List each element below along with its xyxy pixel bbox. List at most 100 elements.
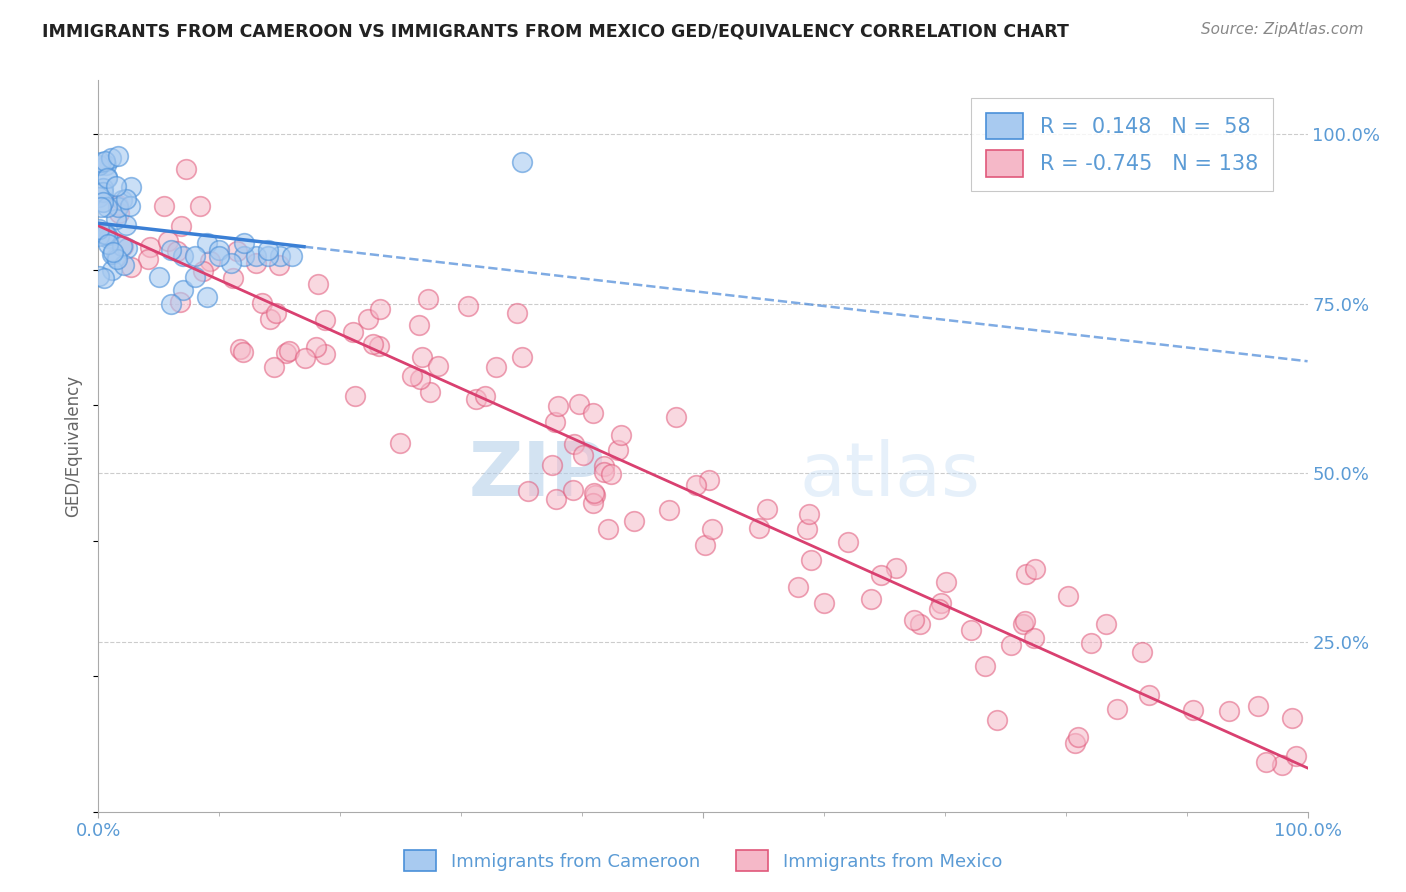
- Point: [935, 574, 957, 589]
- Point: [599, 467, 621, 482]
- Point: [148, 269, 170, 284]
- Point: [408, 318, 430, 332]
- Point: [786, 580, 808, 594]
- Point: [1254, 756, 1277, 770]
- Point: [91, 194, 114, 209]
- Point: [596, 522, 619, 536]
- Point: [693, 538, 716, 552]
- Point: [582, 496, 605, 510]
- Point: [226, 244, 249, 258]
- Point: [294, 351, 316, 366]
- Point: [138, 240, 160, 254]
- Point: [94, 158, 117, 172]
- Point: [813, 597, 835, 611]
- Point: [361, 337, 384, 351]
- Point: [96, 227, 118, 242]
- Point: [160, 243, 183, 257]
- Point: [281, 249, 304, 263]
- Point: [120, 260, 142, 274]
- Point: [1285, 748, 1308, 763]
- Point: [623, 515, 645, 529]
- Point: [1137, 689, 1160, 703]
- Point: [517, 483, 540, 498]
- Point: [1067, 730, 1090, 744]
- Point: [702, 522, 724, 536]
- Point: [136, 252, 159, 266]
- Point: [1015, 566, 1038, 581]
- Point: [108, 206, 131, 220]
- Point: [87, 190, 110, 204]
- Point: [307, 277, 329, 291]
- Point: [105, 252, 128, 267]
- Point: [1218, 704, 1240, 718]
- Point: [910, 616, 932, 631]
- Point: [658, 502, 681, 516]
- Point: [232, 249, 254, 263]
- Point: [1281, 711, 1303, 725]
- Point: [107, 149, 129, 163]
- Point: [250, 296, 273, 310]
- Point: [96, 200, 118, 214]
- Point: [931, 596, 953, 610]
- Point: [105, 178, 128, 193]
- Point: [172, 283, 194, 297]
- Point: [960, 623, 983, 637]
- Point: [607, 442, 630, 457]
- Point: [101, 244, 124, 259]
- Point: [256, 249, 278, 263]
- Point: [474, 389, 496, 403]
- Point: [277, 343, 299, 358]
- Point: [1022, 631, 1045, 645]
- Point: [1000, 638, 1022, 652]
- Point: [1105, 702, 1128, 716]
- Point: [256, 243, 278, 257]
- Text: IMMIGRANTS FROM CAMEROON VS IMMIGRANTS FROM MEXICO GED/EQUIVALENCY CORRELATION C: IMMIGRANTS FROM CAMEROON VS IMMIGRANTS F…: [42, 22, 1069, 40]
- Point: [541, 458, 564, 472]
- Point: [259, 311, 281, 326]
- Point: [111, 239, 134, 253]
- Point: [572, 448, 595, 462]
- Text: atlas: atlas: [800, 439, 981, 512]
- Point: [506, 306, 529, 320]
- Point: [104, 211, 127, 226]
- Point: [193, 264, 215, 278]
- Point: [100, 246, 122, 260]
- Point: [208, 243, 231, 257]
- Point: [457, 299, 479, 313]
- Point: [264, 306, 287, 320]
- Point: [567, 397, 589, 411]
- Point: [1024, 562, 1046, 576]
- Point: [610, 428, 633, 442]
- Point: [427, 359, 450, 373]
- Point: [172, 249, 194, 263]
- Legend: Immigrants from Cameroon, Immigrants from Mexico: Immigrants from Cameroon, Immigrants fro…: [396, 843, 1010, 879]
- Point: [120, 179, 142, 194]
- Point: [797, 507, 820, 521]
- Point: [485, 359, 508, 374]
- Point: [416, 292, 439, 306]
- Point: [755, 502, 778, 516]
- Point: [582, 486, 605, 500]
- Point: [544, 416, 567, 430]
- Point: [245, 249, 267, 263]
- Point: [510, 154, 533, 169]
- Point: [195, 290, 218, 304]
- Point: [860, 592, 883, 607]
- Point: [245, 256, 267, 270]
- Point: [593, 465, 616, 479]
- Point: [120, 199, 142, 213]
- Point: [884, 561, 907, 575]
- Y-axis label: GED/Equivalency: GED/Equivalency: [65, 375, 83, 517]
- Point: [546, 491, 568, 506]
- Point: [269, 249, 291, 263]
- Point: [221, 270, 243, 285]
- Point: [1014, 615, 1036, 629]
- Point: [973, 659, 995, 673]
- Point: [343, 389, 366, 403]
- Point: [152, 199, 174, 213]
- Point: [276, 345, 298, 359]
- Point: [1080, 636, 1102, 650]
- Point: [465, 392, 488, 406]
- Point: [1012, 617, 1035, 632]
- Point: [93, 271, 115, 285]
